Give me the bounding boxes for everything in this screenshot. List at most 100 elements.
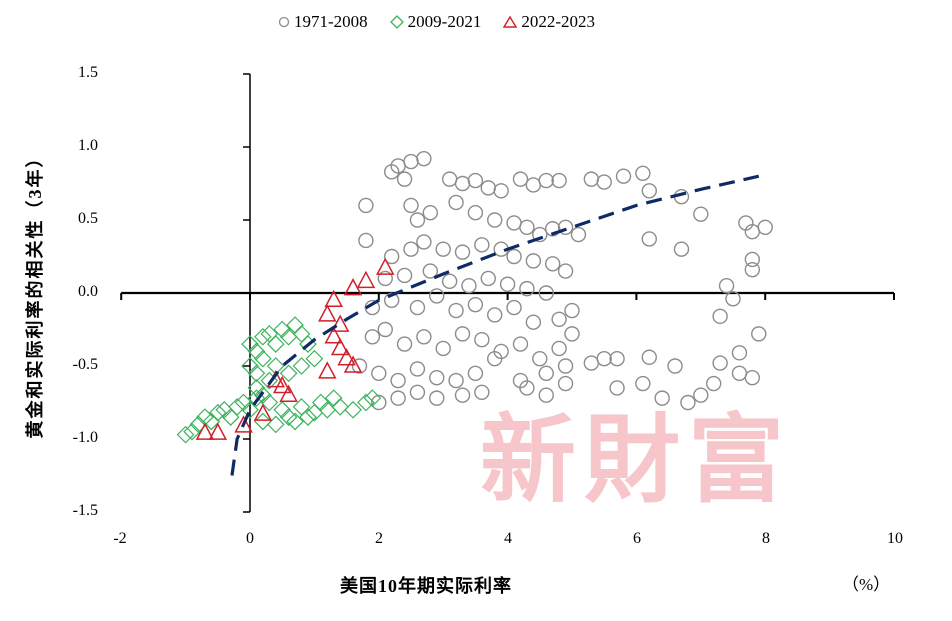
legend-item-2022-2023: 2022-2023 [503, 12, 595, 32]
data-point [429, 369, 445, 386]
data-point [358, 232, 374, 249]
data-point [254, 412, 272, 431]
data-point [416, 329, 432, 345]
data-point [311, 393, 330, 412]
data-point [480, 180, 496, 196]
data-point [583, 171, 600, 187]
data-point [448, 302, 464, 319]
y-axis-title: 黄金和实际利率的相关性（3年） [25, 147, 45, 439]
data-point [641, 183, 657, 199]
data-point [195, 422, 215, 440]
data-point [371, 394, 387, 411]
triangle-marker-icon [503, 15, 518, 28]
data-point [512, 336, 529, 352]
data-point [635, 165, 651, 181]
x-tick-label: 10 [887, 530, 903, 547]
data-point [551, 172, 567, 189]
data-point [641, 231, 657, 247]
data-point [596, 351, 612, 367]
data-point [474, 384, 490, 400]
data-point [454, 326, 471, 342]
data-point [448, 372, 464, 389]
data-point [390, 372, 406, 389]
data-point [253, 403, 273, 421]
data-point [409, 212, 426, 228]
data-point [357, 393, 375, 412]
y-tick-label: -1.5 [72, 502, 98, 519]
data-point [409, 384, 426, 400]
data-point [751, 326, 767, 342]
data-point [208, 403, 227, 422]
data-point [454, 175, 471, 192]
data-point [247, 342, 266, 361]
data-point [506, 215, 522, 231]
data-point [506, 299, 522, 316]
data-point [409, 361, 426, 377]
data-point [330, 314, 350, 332]
x-tick-label: 0 [246, 530, 254, 547]
x-tick-label: 4 [504, 530, 512, 547]
data-point [519, 280, 535, 297]
data-point [383, 248, 400, 265]
data-point [403, 197, 419, 214]
data-point [757, 219, 773, 236]
data-point [744, 251, 761, 268]
data-point [635, 375, 651, 392]
data-point [343, 278, 363, 296]
y-tick-label: -0.5 [72, 356, 98, 373]
data-point [493, 183, 509, 199]
diamond-marker-icon [389, 15, 404, 29]
x-tick-label: 8 [762, 530, 770, 547]
data-point [351, 358, 368, 374]
data-point [525, 177, 542, 193]
data-point [429, 288, 445, 304]
data-point [375, 257, 395, 275]
data-point [725, 291, 741, 307]
data-point [474, 332, 490, 348]
data-point [744, 261, 761, 278]
data-point [299, 408, 317, 426]
data-point [731, 345, 748, 361]
data-point [538, 365, 554, 381]
data-point [538, 172, 554, 189]
data-point [429, 390, 445, 406]
x-tick-label: 2 [375, 530, 383, 547]
data-point [673, 241, 690, 257]
data-point [654, 390, 670, 406]
data-point [247, 379, 266, 397]
data-point [176, 425, 195, 444]
data-point [363, 389, 382, 407]
data-point [544, 256, 561, 272]
data-point [241, 335, 259, 353]
watermark: 新財富 [480, 403, 792, 516]
data-point [551, 311, 567, 327]
data-point [506, 248, 522, 265]
data-point [266, 335, 285, 353]
data-point [474, 237, 490, 253]
data-point [532, 351, 548, 367]
data-point [557, 219, 574, 236]
data-point [557, 263, 574, 279]
data-point [279, 384, 298, 402]
data-point [364, 299, 381, 316]
data-point [324, 289, 343, 308]
data-point [383, 292, 400, 308]
data-point [499, 276, 516, 292]
y-tick-label: 1.0 [78, 137, 98, 154]
data-point [344, 400, 362, 419]
legend-item-1971-2008: 1971-2008 [278, 12, 368, 32]
data-point [241, 400, 259, 419]
data-point [371, 365, 387, 381]
legend-label: 1971-2008 [294, 12, 368, 31]
trendline [230, 174, 760, 476]
data-point [183, 422, 201, 441]
data-point [718, 278, 735, 294]
data-point [467, 172, 484, 189]
data-point [396, 171, 413, 187]
legend-label: 2022-2023 [521, 12, 596, 31]
data-point [343, 355, 363, 373]
data-point [435, 241, 451, 257]
data-point [538, 387, 554, 403]
data-point [480, 270, 496, 287]
data-point [564, 326, 580, 342]
